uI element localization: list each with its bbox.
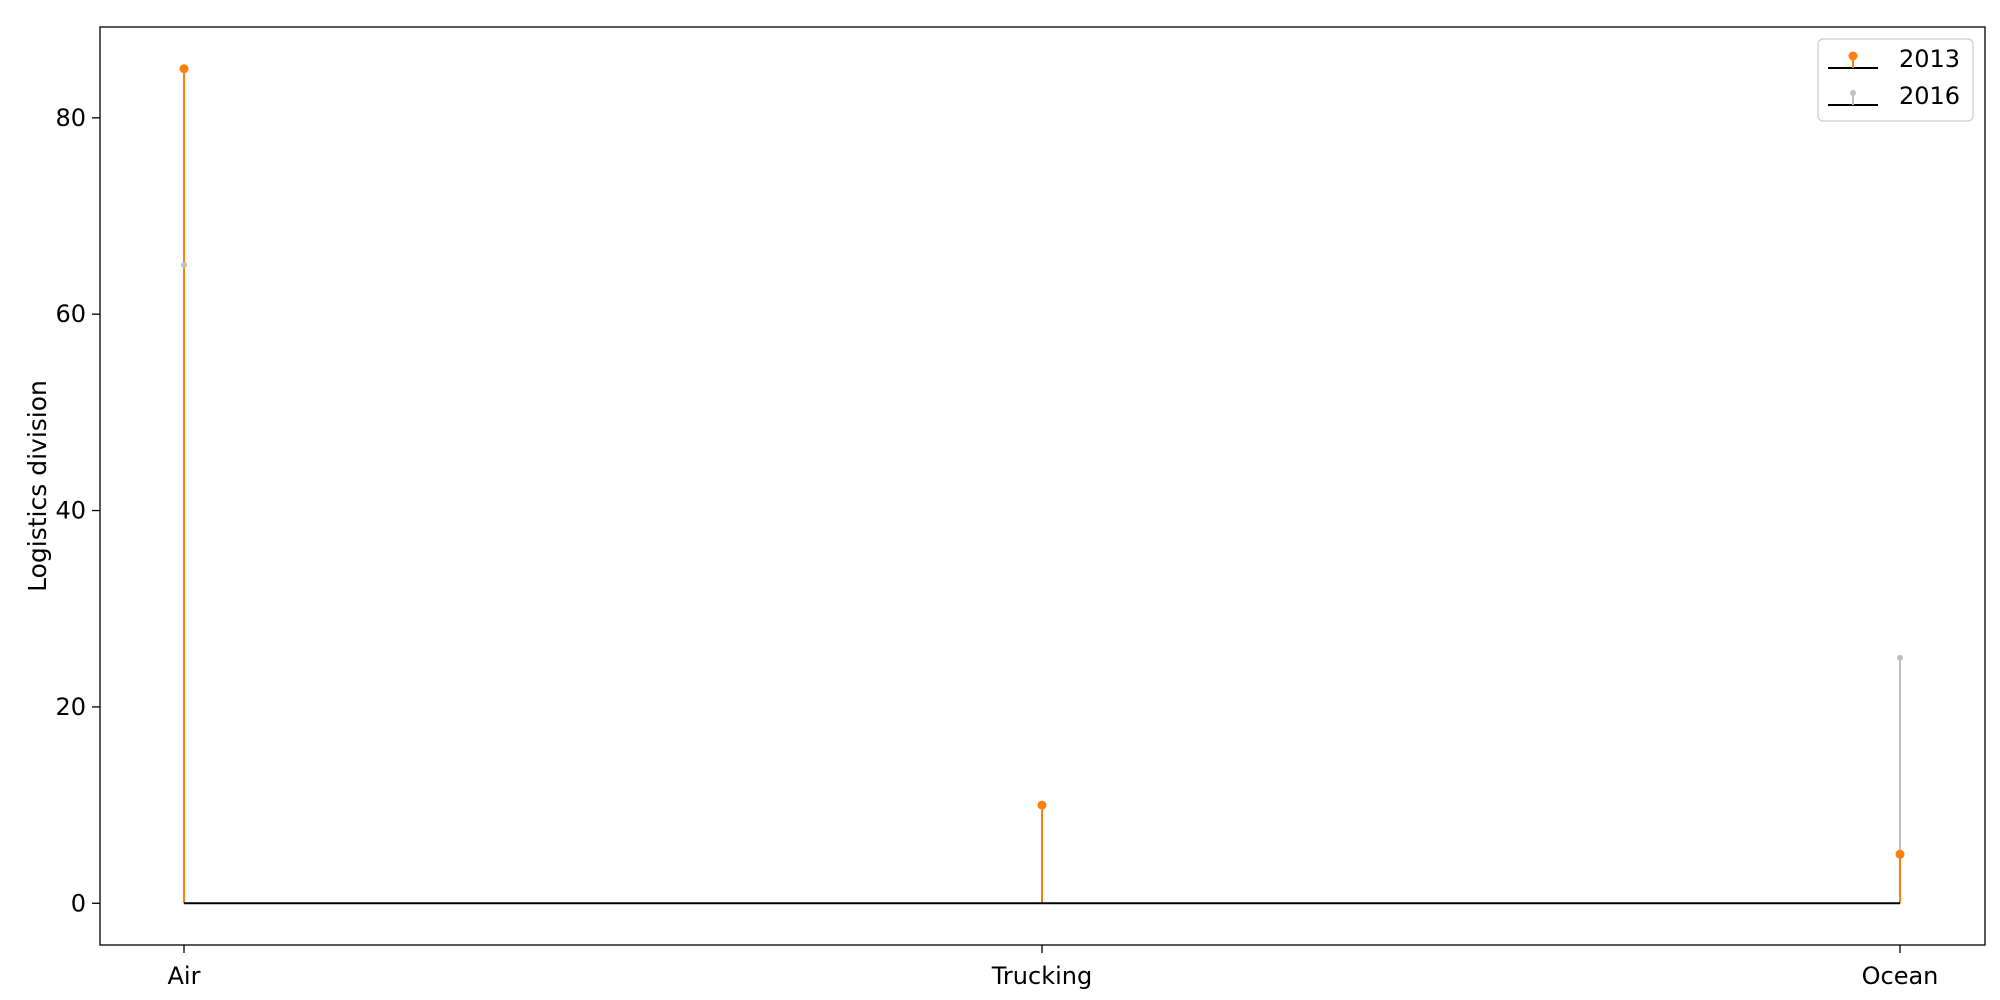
y-axis-label: Logistics division bbox=[23, 380, 52, 592]
legend: 2013 2016 bbox=[1817, 38, 1974, 122]
y-tick-label: 80 bbox=[55, 104, 86, 132]
x-tick-label: Ocean bbox=[1862, 962, 1939, 990]
legend-marker-swatch bbox=[1850, 90, 1856, 96]
series-2016-marker-ocean bbox=[1897, 654, 1903, 661]
series-2013-marker-ocean bbox=[1895, 849, 1905, 859]
x-tick-label: Air bbox=[168, 962, 201, 990]
x-tick-label: Trucking bbox=[991, 962, 1092, 990]
y-tick-label: 60 bbox=[55, 300, 86, 328]
series-2013-marker-trucking bbox=[1037, 800, 1047, 810]
legend-label-2016: 2016 bbox=[1899, 82, 1960, 110]
series-2013-marker-air bbox=[179, 64, 189, 74]
y-tick-label: 0 bbox=[71, 889, 86, 917]
legend-label-2013: 2013 bbox=[1899, 45, 1960, 73]
y-tick-label: 40 bbox=[55, 497, 86, 525]
legend-box bbox=[1817, 38, 1974, 122]
legend-marker-swatch bbox=[1848, 51, 1858, 61]
x-axis: Air Trucking Ocean bbox=[168, 945, 1939, 990]
markers-layer bbox=[179, 64, 1905, 859]
stems-layer bbox=[183, 68, 1901, 904]
y-axis: 0 20 40 60 80 bbox=[55, 104, 100, 917]
y-tick-label: 20 bbox=[55, 693, 86, 721]
series-2016-marker-air bbox=[181, 262, 187, 269]
